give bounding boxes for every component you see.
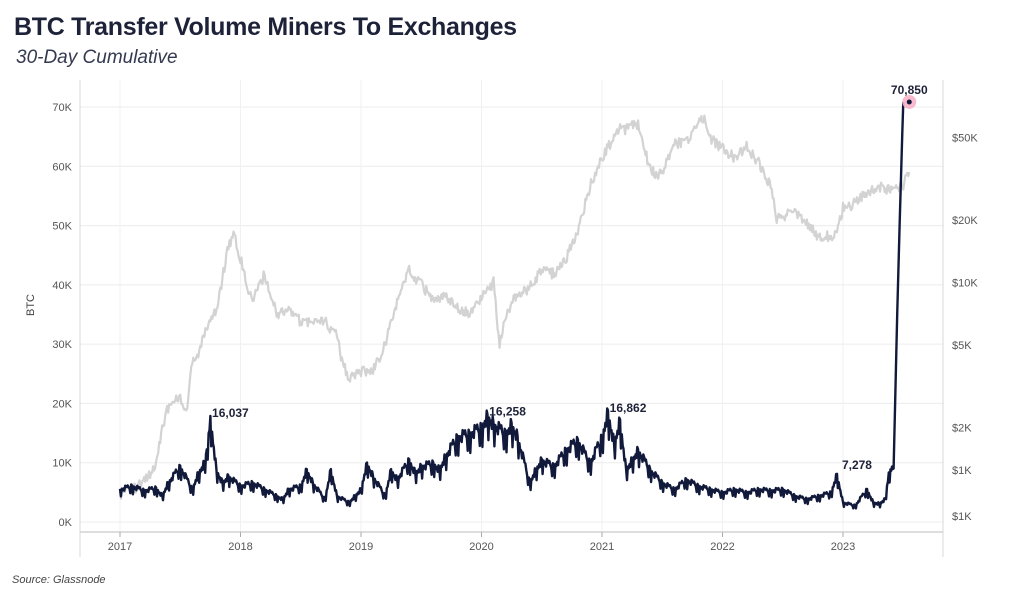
x-tick-label: 2023 — [831, 541, 855, 553]
x-tick-label: 2022 — [710, 541, 734, 553]
data-labels: 16,037 16,258 16,862 7,278 70,850 — [212, 83, 928, 472]
x-tick-label: 2019 — [349, 541, 373, 553]
y2-tick-label: $50K — [952, 132, 978, 144]
data-label: 7,278 — [842, 458, 872, 472]
y-tick-label: 10K — [52, 458, 72, 470]
grid-lines — [80, 80, 943, 532]
data-label: 16,862 — [610, 401, 647, 415]
x-tick-label: 2021 — [590, 541, 614, 553]
volume-line — [118, 101, 905, 510]
y2-tick-label: $1K — [952, 465, 972, 477]
source-note: Source: Glassnode — [12, 574, 106, 586]
y-tick-label: 30K — [52, 339, 72, 351]
chart-title: BTC Transfer Volume Miners To Exchanges — [14, 13, 517, 41]
y2-tick-label: $1K — [952, 511, 972, 523]
peak-dot — [906, 99, 912, 105]
x-tick-label: 2018 — [228, 541, 252, 553]
price-series — [118, 114, 911, 500]
y-tick-label: 50K — [52, 221, 72, 233]
y-tick-label: 0K — [59, 517, 73, 529]
data-label: 70,850 — [891, 83, 928, 97]
y-tick-label: 70K — [52, 102, 72, 114]
chart-subtitle: 30-Day Cumulative — [16, 47, 178, 68]
y2-tick-label: $10K — [952, 277, 978, 289]
data-label: 16,037 — [212, 406, 249, 420]
x-tick-label: 2020 — [469, 541, 493, 553]
price-line — [118, 114, 911, 500]
data-label: 16,258 — [489, 405, 526, 419]
y-axis-label: BTC — [25, 294, 37, 316]
y2-tick-label: $5K — [952, 340, 972, 352]
y2-tick-label: $20K — [952, 215, 978, 227]
y-tick-label: 20K — [52, 398, 72, 410]
y-tick-label: 40K — [52, 280, 72, 292]
volume-series — [118, 101, 905, 510]
axes: 0K 10K 20K 30K 40K 50K 60K 70K $1K $1K $2K $5K $10K $… — [25, 80, 978, 557]
y-tick-label: 60K — [52, 161, 72, 173]
x-tick-label: 2017 — [108, 541, 132, 553]
y2-tick-label: $2K — [952, 422, 972, 434]
